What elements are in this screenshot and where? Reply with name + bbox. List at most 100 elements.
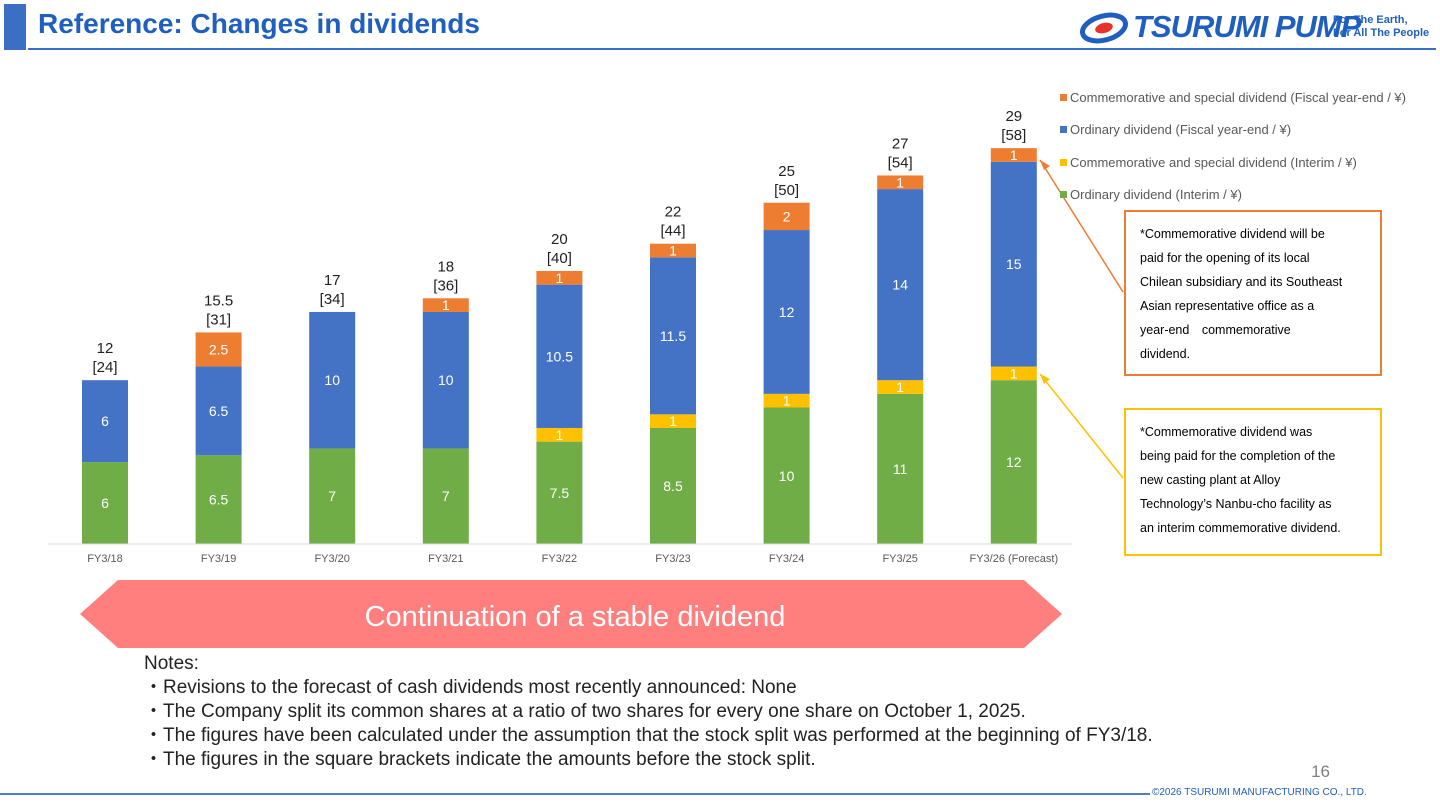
note-item: ・The figures have been calculated under … (144, 725, 1153, 746)
bar-data-label: 7 (442, 488, 450, 504)
bar-ordinary-dividend-interim (877, 393, 924, 544)
total-label: 22 (665, 204, 682, 221)
bar-ordinary-dividend-interim (536, 441, 583, 544)
note-item: ・The figures in the square brackets indi… (144, 749, 816, 770)
callout-line: *Commemorative dividend will be (1140, 227, 1325, 241)
legend-item-ordinary-year-end: Ordinary dividend (Fiscal year-end / ¥) (1060, 122, 1291, 138)
tsurumi-logo (1080, 12, 1128, 44)
bar-data-label: 1 (1010, 365, 1018, 381)
bar-commemorative-and-special-dividend-interim (763, 393, 810, 408)
callout-line: new casting plant at Alloy (1140, 473, 1281, 487)
bar-ordinary-dividend-fiscal-year-end (82, 380, 128, 463)
interim-callout: *Commemorative dividend was being paid f… (1124, 408, 1382, 556)
bar-commemorative-and-special-dividend-fiscal-year-end (650, 243, 696, 258)
bar-ordinary-dividend-interim (763, 407, 810, 544)
x-tick-label: FY3/21 (428, 553, 463, 565)
total-label: 25 (778, 163, 795, 180)
legend-swatch (1060, 126, 1067, 133)
bar-data-label: 1 (669, 413, 677, 429)
bar-ordinary-dividend-interim (82, 462, 128, 544)
pre-split-label: [54] (888, 154, 913, 171)
labels-layer: 6612[24]FY3/186.56.52.515.5[31]FY3/19710… (87, 108, 1058, 565)
bar-data-label: 1 (896, 379, 904, 395)
logo-tagline: For The Earth, For All The People (1333, 14, 1429, 40)
notes-heading: Notes: (144, 653, 199, 674)
bar-data-label: 6.5 (209, 492, 229, 508)
bar-data-label: 11.5 (660, 328, 686, 344)
interim-pointer-head (1040, 374, 1050, 384)
bar-data-label: 10 (438, 372, 454, 388)
stable-dividend-arrow (80, 580, 1062, 648)
bar-ordinary-dividend-fiscal-year-end (309, 311, 356, 449)
bar-data-label: 12 (779, 304, 795, 320)
bar-commemorative-and-special-dividend-fiscal-year-end (763, 202, 810, 231)
legend-item-ordinary-interim: Ordinary dividend (Interim / ¥) (1060, 187, 1242, 203)
bar-ordinary-dividend-fiscal-year-end (422, 311, 469, 449)
legend-label: Ordinary dividend (Fiscal year-end / ¥) (1070, 122, 1292, 137)
legend-swatch (1060, 159, 1067, 166)
bar-data-label: 6.5 (209, 403, 229, 419)
bar-data-label: 2 (783, 208, 791, 224)
footer-rule (0, 793, 1150, 795)
callout-line: paid for the opening of its local (1140, 251, 1310, 265)
bar-ordinary-dividend-fiscal-year-end (195, 366, 242, 456)
callout-line: year-end commemorative (1140, 323, 1291, 337)
year-end-callout: *Commemorative dividend will be paid for… (1124, 210, 1382, 376)
total-label: 12 (97, 340, 114, 357)
legend-label: Commemorative and special dividend (Inte… (1070, 155, 1357, 170)
legend-label: Ordinary dividend (Interim / ¥) (1070, 187, 1242, 202)
total-label: 18 (437, 258, 454, 275)
bar-ordinary-dividend-fiscal-year-end (990, 161, 1037, 367)
bar-data-label: 14 (892, 277, 908, 293)
x-tick-label: FY3/26 (Forecast) (969, 553, 1058, 565)
bar-commemorative-and-special-dividend-fiscal-year-end (422, 298, 469, 312)
total-label: 20 (551, 231, 568, 248)
bar-ordinary-dividend-fiscal-year-end (763, 230, 810, 394)
bar-commemorative-and-special-dividend-fiscal-year-end (536, 271, 583, 285)
arrow-label: Continuation of a stable dividend (364, 601, 786, 633)
bar-ordinary-dividend-interim (195, 455, 242, 544)
logo-tagline-line2: For All The People (1333, 27, 1430, 39)
pre-split-label: [58] (1001, 127, 1026, 144)
pre-split-label: [40] (547, 250, 572, 267)
bar-ordinary-dividend-interim (990, 380, 1037, 544)
bar-data-label: 1 (783, 393, 791, 409)
bar-data-label: 15 (1006, 256, 1022, 272)
bar-commemorative-and-special-dividend-interim (650, 414, 696, 428)
bar-data-label: 8.5 (663, 478, 683, 494)
bar-data-label: 6 (101, 413, 109, 429)
pre-split-label: [34] (320, 291, 345, 308)
bar-data-label: 6 (101, 495, 109, 511)
bar-commemorative-and-special-dividend-fiscal-year-end (195, 332, 242, 367)
pre-split-label: [24] (92, 359, 117, 376)
logo-brand: TSURUMI PUMP (1133, 9, 1361, 44)
legend-swatch (1060, 94, 1067, 101)
callout-line: Technology’s Nanbu-cho facility as (1140, 497, 1332, 511)
title-accent-bar (4, 4, 26, 50)
bar-data-label: 12 (1006, 454, 1022, 470)
bar-ordinary-dividend-interim (309, 448, 356, 544)
note-item: ・The Company split its common shares at … (144, 701, 1026, 722)
page-title: Reference: Changes in dividends (38, 8, 480, 39)
bar-data-label: 10 (779, 468, 795, 484)
pre-split-label: [50] (774, 182, 799, 199)
total-label: 27 (892, 135, 909, 152)
bar-ordinary-dividend-fiscal-year-end (877, 189, 924, 381)
bar-data-label: 1 (1010, 147, 1018, 163)
bar-data-label: 10 (324, 372, 340, 388)
x-tick-label: FY3/23 (655, 553, 690, 565)
callout-line: being paid for the completion of the (1140, 449, 1336, 463)
legend-item-special-year-end: Commemorative and special dividend (Fisc… (1060, 90, 1406, 106)
bar-data-label: 11 (893, 461, 908, 477)
callout-line: *Commemorative dividend was (1140, 425, 1313, 439)
bar-data-label: 2.5 (209, 341, 229, 357)
pre-split-label: [31] (206, 311, 231, 328)
total-label: 29 (1005, 108, 1022, 125)
callout-line: Chilean subsidiary and its Southeast (1140, 275, 1343, 289)
bar-data-label: 1 (896, 174, 904, 190)
bar-data-label: 1 (556, 427, 564, 443)
bars-layer (82, 148, 1037, 544)
pre-split-label: [44] (660, 223, 685, 240)
bar-data-label: 1 (442, 297, 450, 313)
x-tick-label: FY3/20 (314, 553, 349, 565)
